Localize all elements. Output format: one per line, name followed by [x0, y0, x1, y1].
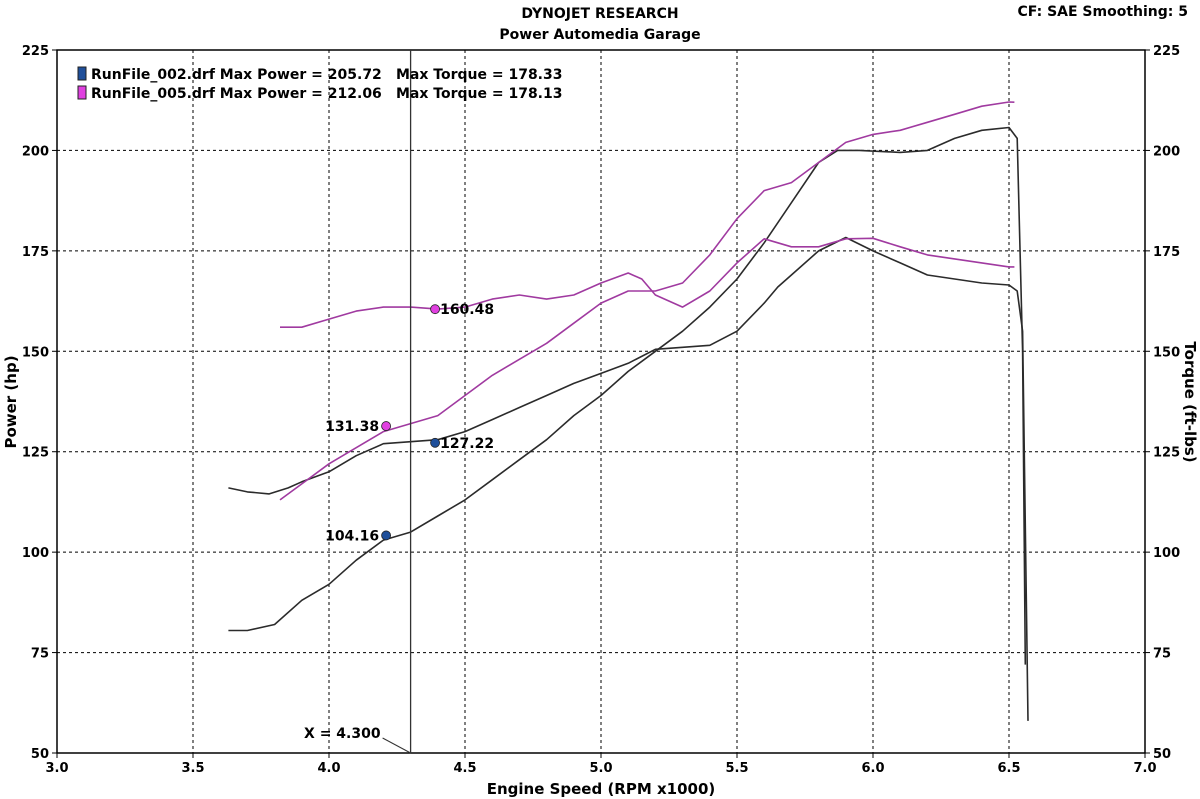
y-left-tick-label-4: 150 — [22, 345, 49, 360]
x-axis-label: Engine Speed (RPM x1000) — [487, 780, 716, 798]
chart-title: DYNOJET RESEARCH — [521, 6, 679, 22]
legend-entry-1: RunFile_005.drf Max Power = 212.06 — [91, 86, 382, 102]
cursor-leader — [382, 737, 411, 754]
series-runfile-005-drf-power-line — [279, 101, 1015, 501]
y-right-tick-label-4: 150 — [1153, 345, 1180, 360]
x-tick-label-0: 3.0 — [45, 761, 68, 776]
legend-swatch-1 — [77, 85, 87, 100]
y-left-tick-label-6: 200 — [22, 144, 49, 159]
y-right-tick-label-5: 175 — [1153, 245, 1180, 260]
series-runfile-005-drf-torque-line — [280, 237, 1015, 329]
y-axis-right-label: Torque (ft-lbs) — [1181, 341, 1199, 462]
marker-0 — [430, 304, 440, 315]
x-tick-label-3: 4.5 — [453, 761, 476, 776]
y-right-tick-label-6: 200 — [1153, 144, 1180, 159]
y-right-tick-label-0: 50 — [1153, 747, 1171, 762]
y-left-tick-label-2: 100 — [22, 546, 49, 561]
x-tick-label-8: 7.0 — [1133, 761, 1156, 776]
marker-2 — [430, 437, 440, 448]
y-left-tick-label-3: 125 — [22, 446, 49, 461]
correction-factor-readout: CF: SAE Smoothing: 5 — [1017, 4, 1188, 20]
y-axis-right-ticks: 50 75 100 125 150 175 200 225 — [1145, 44, 1180, 762]
y-right-tick-label-2: 100 — [1153, 546, 1180, 561]
rpm-cursor[interactable]: X = 4.300 — [304, 50, 412, 754]
x-tick-label-6: 6.0 — [861, 761, 884, 776]
series-runfile-002-drf-power-line — [228, 126, 1027, 665]
series-runfile-002-drf-torque-line — [228, 236, 1029, 721]
data-markers: 160.48 131.38 127.22 104.16 — [325, 302, 494, 544]
y-right-tick-label-3: 125 — [1153, 446, 1180, 461]
x-axis-ticks: 3.0 3.5 4.0 4.5 5.0 5.5 6.0 6.5 7.0 — [45, 753, 1157, 776]
marker-label-2: 127.22 — [440, 436, 494, 452]
y-left-tick-label-7: 225 — [22, 44, 49, 59]
y-axis-left-label: Power (hp) — [2, 355, 20, 448]
x-tick-label-5: 5.5 — [725, 761, 748, 776]
y-left-tick-label-5: 175 — [22, 245, 49, 260]
legend-torque-1: Max Torque = 178.13 — [396, 86, 562, 102]
x-tick-label-4: 5.0 — [589, 761, 612, 776]
y-left-tick-label-0: 50 — [31, 747, 49, 762]
legend: RunFile_002.drf Max Power = 205.72 Max To… — [77, 66, 562, 102]
marker-3 — [381, 530, 392, 541]
marker-label-0: 160.48 — [440, 302, 494, 318]
legend-torque-0: Max Torque = 178.33 — [396, 67, 562, 83]
plot-frame — [56, 49, 1146, 754]
y-right-tick-label-1: 75 — [1153, 647, 1171, 662]
marker-label-1: 131.38 — [325, 419, 379, 435]
x-tick-label-1: 3.5 — [181, 761, 204, 776]
x-tick-label-7: 6.5 — [997, 761, 1020, 776]
marker-1 — [381, 421, 392, 431]
x-tick-label-2: 4.0 — [317, 761, 340, 776]
marker-label-3: 104.16 — [325, 528, 379, 544]
legend-entry-0: RunFile_002.drf Max Power = 205.72 — [91, 67, 382, 83]
y-right-tick-label-7: 225 — [1153, 44, 1180, 59]
legend-swatch-0 — [77, 66, 87, 81]
cursor-label: X = 4.300 — [304, 726, 381, 742]
y-left-tick-label-1: 75 — [31, 647, 49, 662]
grid-lines — [57, 50, 1145, 753]
chart-subtitle: Power Automedia Garage — [499, 27, 701, 43]
y-axis-left-ticks: 50 75 100 125 150 175 200 225 — [22, 44, 57, 762]
series-lines — [228, 101, 1029, 721]
